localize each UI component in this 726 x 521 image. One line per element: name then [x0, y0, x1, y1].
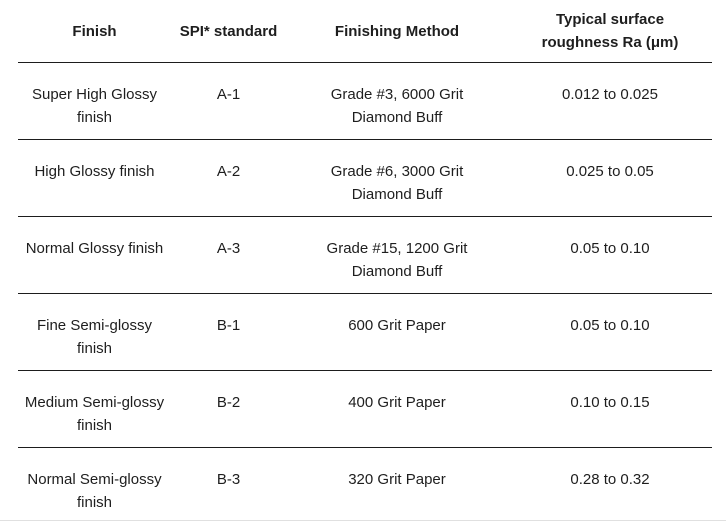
cell-roughness: 0.05 to 0.10 — [508, 293, 712, 371]
cell-finishing-method: 400 Grit Paper — [286, 370, 508, 448]
table-row: Fine Semi-glossy finish B-1 600 Grit Pap… — [18, 293, 712, 371]
cell-finishing-method: Grade #15, 1200 Grit Diamond Buff — [286, 216, 508, 294]
table-row: Super High Glossy finish A-1 Grade #3, 6… — [18, 62, 712, 140]
column-header-roughness: Typical surface roughness Ra (μm) — [508, 0, 712, 63]
table-row: High Glossy finish A-2 Grade #6, 3000 Gr… — [18, 139, 712, 217]
cell-spi-standard: A-3 — [171, 216, 286, 294]
cell-finish: Super High Glossy finish — [18, 62, 171, 140]
cell-spi-standard: B-1 — [171, 293, 286, 371]
table-row: Medium Semi-glossy finish B-2 400 Grit P… — [18, 370, 712, 448]
cell-finishing-method: Grade #3, 6000 Grit Diamond Buff — [286, 62, 508, 140]
cell-finish: Fine Semi-glossy finish — [18, 293, 171, 371]
cell-finishing-method: 320 Grit Paper — [286, 447, 508, 521]
table-row: Normal Semi-glossy finish B-3 320 Grit P… — [18, 447, 712, 521]
cell-roughness: 0.05 to 0.10 — [508, 216, 712, 294]
spi-finish-table: Finish SPI* standard Finishing Method Ty… — [18, 0, 712, 521]
cell-finish: Medium Semi-glossy finish — [18, 370, 171, 448]
cell-spi-standard: B-2 — [171, 370, 286, 448]
cell-finish: Normal Glossy finish — [18, 216, 171, 294]
column-header-finish: Finish — [18, 0, 171, 63]
header-row: Finish SPI* standard Finishing Method Ty… — [18, 0, 712, 63]
cell-spi-standard: A-2 — [171, 139, 286, 217]
cell-roughness: 0.025 to 0.05 — [508, 139, 712, 217]
table-row: Normal Glossy finish A-3 Grade #15, 1200… — [18, 216, 712, 294]
cell-spi-standard: A-1 — [171, 62, 286, 140]
table-header: Finish SPI* standard Finishing Method Ty… — [18, 0, 712, 63]
table-body: Super High Glossy finish A-1 Grade #3, 6… — [18, 62, 712, 521]
cell-finish: High Glossy finish — [18, 139, 171, 217]
column-header-finishing-method: Finishing Method — [286, 0, 508, 63]
cell-spi-standard: B-3 — [171, 447, 286, 521]
column-header-spi-standard: SPI* standard — [171, 0, 286, 63]
cell-finishing-method: 600 Grit Paper — [286, 293, 508, 371]
cell-roughness: 0.10 to 0.15 — [508, 370, 712, 448]
cell-finishing-method: Grade #6, 3000 Grit Diamond Buff — [286, 139, 508, 217]
cell-finish: Normal Semi-glossy finish — [18, 447, 171, 521]
cell-roughness: 0.012 to 0.025 — [508, 62, 712, 140]
cell-roughness: 0.28 to 0.32 — [508, 447, 712, 521]
